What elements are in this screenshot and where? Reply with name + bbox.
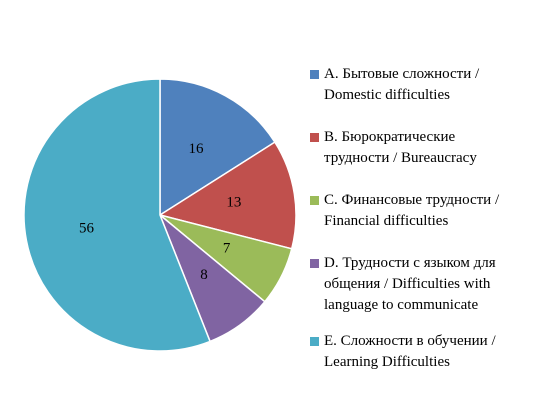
pie-slice-b (158, 141, 297, 250)
legend-label-line: language to communicate (324, 297, 479, 313)
slice-value-label-b: 13 (226, 195, 241, 211)
legend-label-e: E. Сложности в обучении / Learning Diffic… (324, 331, 556, 373)
legend-swatch-a (310, 70, 319, 79)
slice-value-label-d: 8 (200, 267, 208, 283)
chart-legend: A. Бытовые сложности / Domestic difficult… (310, 0, 556, 416)
legend-label-line: E. Сложности в обучении / (324, 333, 496, 349)
legend-swatch-e (310, 337, 319, 346)
slice-value-label-c: 7 (223, 240, 231, 256)
legend-label-a: A. Бытовые сложности / Domestic difficult… (324, 64, 556, 106)
legend-label-line: общения / Difficulties with (324, 276, 491, 292)
legend-swatch-b (310, 133, 319, 142)
legend-label-d: D. Трудности с языком для общения / Diffi… (324, 253, 556, 316)
pie-slice-e (23, 78, 212, 352)
legend-label-line: C. Финансовые трудности / (324, 192, 500, 208)
legend-label-line: Financial difficulties (324, 213, 449, 229)
legend-label-c: C. Финансовые трудности / Financial diffi… (324, 190, 556, 232)
pie-chart: 16 13 78 56 (23, 78, 297, 352)
legend-swatch-c (310, 196, 319, 205)
legend-label-line: B. Бюрократические (324, 129, 456, 145)
legend-label-line: D. Трудности с языком для (324, 255, 496, 271)
legend-label-line: Domestic difficulties (324, 87, 450, 103)
slice-value-label-a: 16 (189, 141, 205, 157)
legend-label-line: Learning Difficulties (324, 354, 450, 370)
pie-slice-a (159, 78, 276, 217)
legend-label-line: A. Бытовые сложности / (324, 66, 480, 82)
legend-label-b: B. Бюрократические трудности / Bureaucrac… (324, 127, 556, 169)
legend-label-line: трудности / Bureaucracy (324, 150, 477, 166)
slice-value-label-e: 56 (79, 220, 95, 236)
legend-swatch-d (310, 259, 319, 268)
